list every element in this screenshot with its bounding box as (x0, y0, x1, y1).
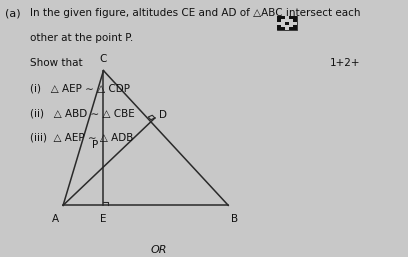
Bar (281, 16, 285, 19)
Bar (281, 22, 285, 24)
Text: C: C (100, 54, 107, 64)
Bar (293, 22, 297, 24)
Text: other at the point P.: other at the point P. (30, 33, 133, 43)
Bar (285, 22, 289, 24)
Bar (285, 27, 289, 30)
Bar (289, 19, 293, 22)
Bar (289, 24, 293, 27)
Bar (285, 16, 289, 19)
Bar (277, 22, 281, 24)
Text: (i)   △ AEP ∼ △ CDP: (i) △ AEP ∼ △ CDP (30, 83, 130, 93)
Bar (289, 16, 293, 19)
Text: P: P (92, 140, 98, 150)
Text: D: D (159, 111, 167, 121)
Text: (ii)   △ ABD ∼ △ CBE: (ii) △ ABD ∼ △ CBE (30, 108, 135, 118)
Text: A: A (51, 214, 59, 224)
Bar (277, 16, 281, 19)
Text: (iii)  △ AEP ∼ △ ADB: (iii) △ AEP ∼ △ ADB (30, 133, 133, 143)
Bar (293, 27, 297, 30)
Bar (277, 19, 281, 22)
Bar (293, 16, 297, 19)
Bar (285, 24, 289, 27)
Bar (293, 19, 297, 22)
Bar (281, 19, 285, 22)
Text: In the given figure, altitudes CE and AD of △ABC intersect each: In the given figure, altitudes CE and AD… (30, 8, 361, 18)
Text: (a): (a) (5, 8, 21, 18)
Text: B: B (231, 214, 238, 224)
Bar (277, 24, 281, 27)
Bar (277, 16, 297, 30)
Text: 1+2+: 1+2+ (330, 58, 360, 68)
Bar (285, 19, 289, 22)
Text: E: E (100, 214, 107, 224)
Bar (293, 24, 297, 27)
Text: Show that: Show that (30, 58, 83, 68)
Bar (289, 22, 293, 24)
Bar (289, 27, 293, 30)
Text: OR: OR (150, 245, 167, 255)
Bar (281, 27, 285, 30)
Bar (277, 27, 281, 30)
Bar (281, 24, 285, 27)
